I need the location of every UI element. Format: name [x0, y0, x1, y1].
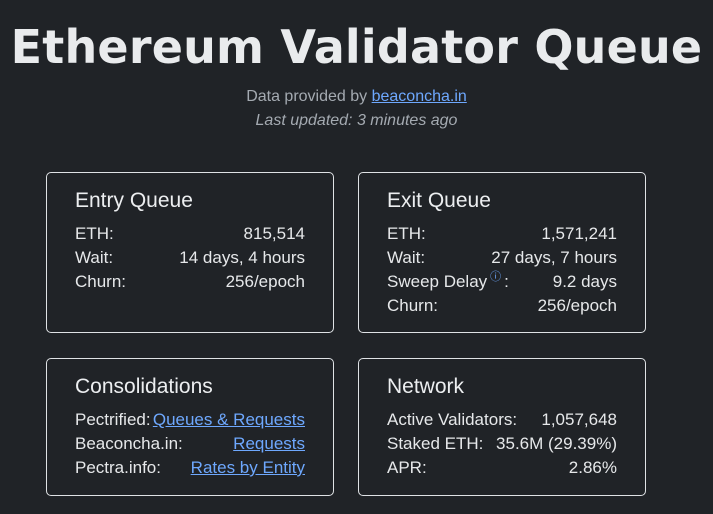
- exit-wait-label: Wait:: [387, 248, 426, 267]
- exit-churn-label: Churn:: [387, 296, 439, 315]
- exit-queue-title: Exit Queue: [387, 189, 491, 212]
- apr-row: APR: 2.86%: [387, 456, 617, 480]
- entry-churn-label: Churn:: [75, 272, 127, 291]
- pectrified-label: Pectrified:: [75, 410, 151, 429]
- entry-wait-label: Wait:: [75, 248, 114, 267]
- exit-churn-value: 256/epoch: [537, 296, 617, 315]
- exit-eth-row: ETH: 1,571,241: [387, 222, 617, 246]
- apr-value: 2.86%: [568, 458, 617, 477]
- exit-sweep-delay-row: Sweep Delay ⓘ: 9.2 days: [387, 270, 617, 294]
- pectrified-row: Pectrified: Queues & Requests: [75, 408, 305, 432]
- apr-label: APR:: [387, 458, 427, 477]
- beaconchain-requests-link[interactable]: Requests: [233, 434, 305, 453]
- info-circle-icon[interactable]: ⓘ: [490, 271, 502, 284]
- exit-sweep-delay-value: 9.2 days: [552, 272, 617, 291]
- staked-eth-value: 35.6M (29.39%): [496, 434, 617, 453]
- exit-queue-card: Exit Queue ETH: 1,571,241 Wait: 27 days,…: [358, 172, 646, 333]
- active-validators-value: 1,057,648: [541, 410, 617, 429]
- beaconchain-row: Beaconcha.in: Requests: [75, 432, 305, 456]
- pectra-info-label: Pectra.info:: [75, 458, 161, 477]
- exit-wait-row: Wait: 27 days, 7 hours: [387, 246, 617, 270]
- page-title: Ethereum Validator Queue: [10, 20, 703, 74]
- network-title: Network: [387, 375, 465, 398]
- entry-queue-title: Entry Queue: [75, 189, 193, 212]
- exit-sweep-delay-label-group: Sweep Delay ⓘ:: [387, 270, 509, 294]
- entry-eth-value: 815,514: [243, 224, 305, 243]
- pectra-rates-by-entity-link[interactable]: Rates by Entity: [190, 458, 305, 477]
- data-provider-line: Data provided by beaconcha.in: [0, 87, 713, 107]
- sweep-delay-colon: :: [504, 272, 509, 291]
- consolidations-title: Consolidations: [75, 375, 213, 398]
- exit-eth-value: 1,571,241: [541, 224, 617, 243]
- beaconchain-link[interactable]: beaconcha.in: [371, 88, 467, 105]
- consolidations-card: Consolidations Pectrified: Queues & Requ…: [46, 358, 334, 496]
- active-validators-row: Active Validators: 1,057,648: [387, 408, 617, 432]
- exit-churn-row: Churn: 256/epoch: [387, 294, 617, 318]
- entry-queue-card: Entry Queue ETH: 815,514 Wait: 14 days, …: [46, 172, 334, 333]
- exit-sweep-delay-label: Sweep Delay: [387, 272, 488, 291]
- entry-eth-label: ETH:: [75, 224, 114, 243]
- entry-churn-value: 256/epoch: [225, 272, 305, 291]
- entry-wait-row: Wait: 14 days, 4 hours: [75, 246, 305, 270]
- entry-wait-value: 14 days, 4 hours: [179, 248, 305, 267]
- beaconchain-label: Beaconcha.in:: [75, 434, 183, 453]
- data-provider-prefix: Data provided by: [246, 88, 368, 105]
- exit-eth-label: ETH:: [387, 224, 426, 243]
- active-validators-label: Active Validators:: [387, 410, 518, 429]
- pectra-info-row: Pectra.info: Rates by Entity: [75, 456, 305, 480]
- staked-eth-label: Staked ETH:: [387, 434, 484, 453]
- exit-wait-value: 27 days, 7 hours: [491, 248, 617, 267]
- last-updated-text: Last updated: 3 minutes ago: [255, 112, 458, 129]
- entry-eth-row: ETH: 815,514: [75, 222, 305, 246]
- entry-churn-row: Churn: 256/epoch: [75, 270, 305, 294]
- pectrified-queues-requests-link[interactable]: Queues & Requests: [152, 410, 305, 429]
- staked-eth-row: Staked ETH: 35.6M (29.39%): [387, 432, 617, 456]
- network-card: Network Active Validators: 1,057,648 Sta…: [358, 358, 646, 496]
